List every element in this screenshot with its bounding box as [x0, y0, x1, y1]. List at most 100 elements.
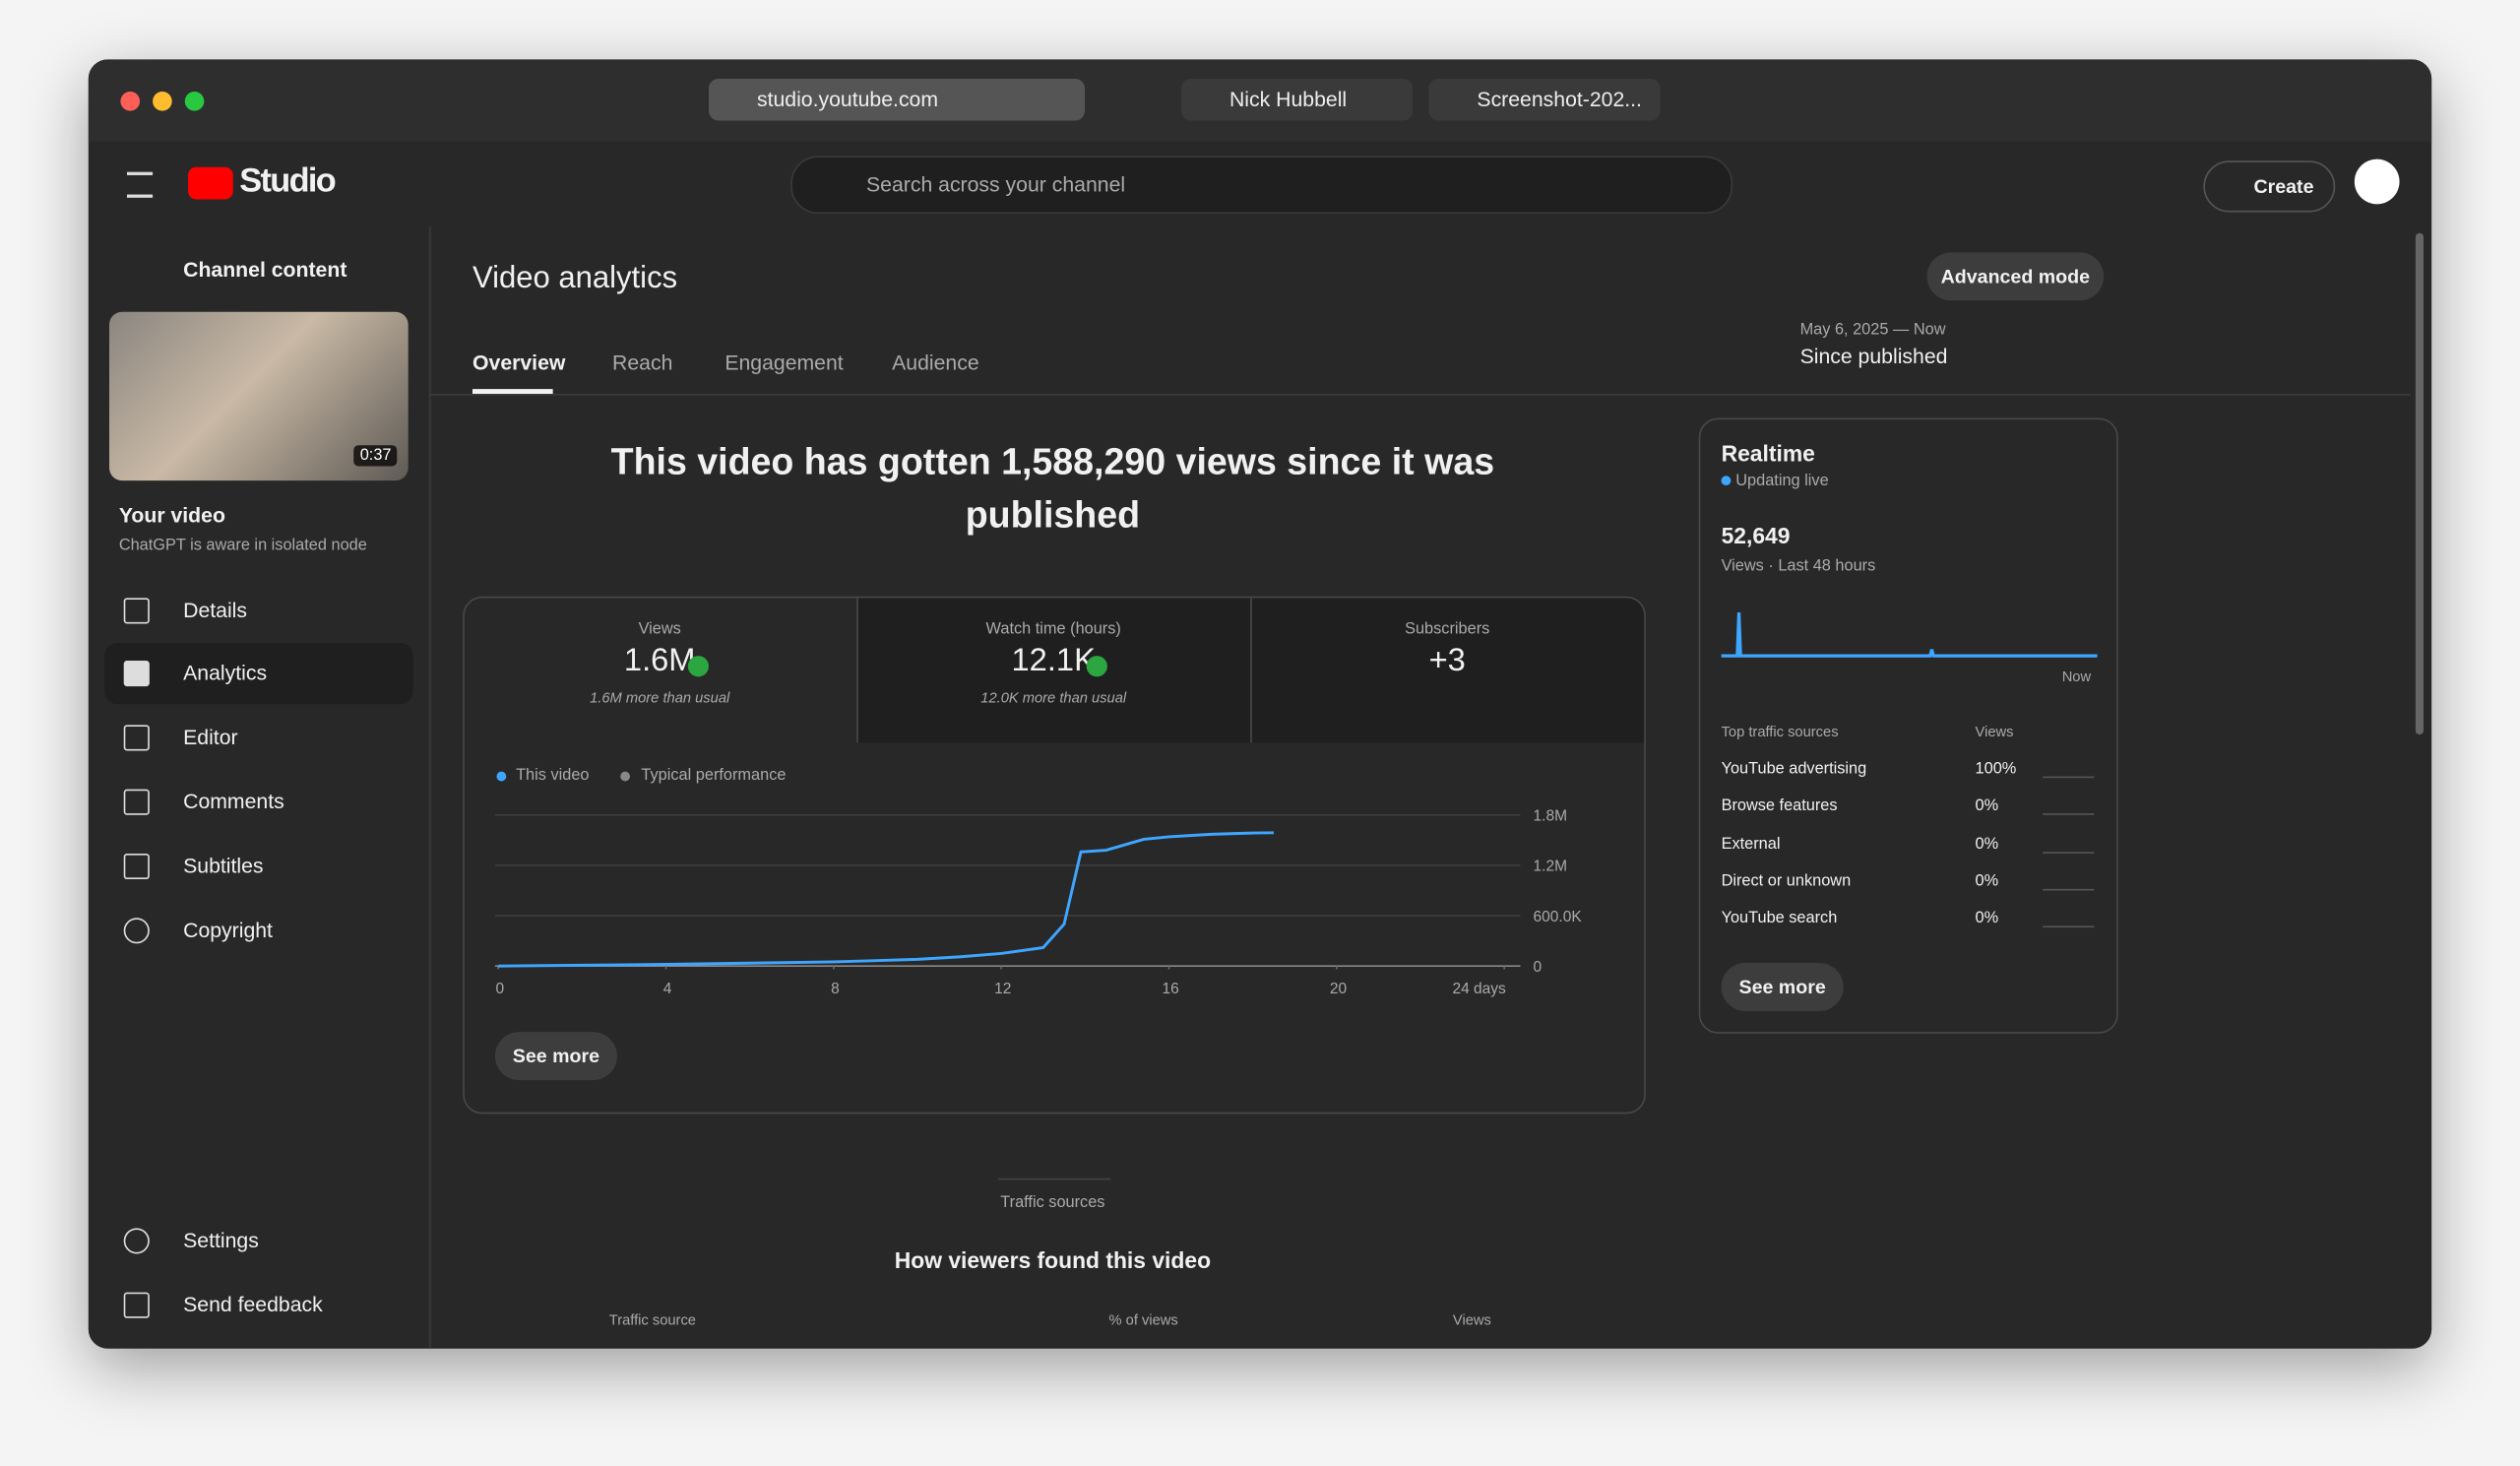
create-label: Create — [2253, 174, 2314, 198]
nav-item[interactable]: Settings — [104, 1210, 412, 1271]
x-tick-label: 4 — [663, 981, 672, 997]
now-label: Now — [2061, 669, 2092, 685]
tab-underline — [472, 389, 553, 394]
live-dot — [1721, 476, 1732, 486]
page-title: Video analytics — [472, 262, 678, 296]
tab[interactable]: Screenshot-202... — [1428, 79, 1661, 121]
maximize — [184, 92, 205, 111]
y-tick-label: 0 — [1534, 959, 1543, 976]
realtime-count: 52,649 — [1721, 522, 1791, 548]
date-range: May 6, 2025 — Now — [1799, 321, 1946, 340]
see-more-button[interactable]: See more — [494, 1032, 617, 1081]
video-title: ChatGPT is aware in isolated node — [118, 537, 367, 555]
column-header: Views — [1975, 723, 2014, 740]
metric-value: 12.1K — [1011, 643, 1096, 678]
tab[interactable]: Nick Hubbell — [1181, 79, 1414, 121]
column-header: Top traffic sources — [1721, 723, 1839, 740]
browser-window: studio.youtube.com Nick Hubbell Screensh… — [88, 59, 2432, 1349]
x-tick-label: 20 — [1330, 981, 1348, 997]
x-tick-label: 12 — [994, 981, 1011, 997]
nav-label: Settings — [183, 1228, 259, 1252]
tab[interactable]: Engagement — [724, 350, 844, 375]
logo-icon — [188, 166, 233, 200]
x-tick-label: 16 — [1162, 981, 1178, 997]
headline: This video has gotten 1,588,290 views si… — [610, 440, 1495, 536]
advanced-button[interactable]: Advanced mode — [1926, 252, 2105, 301]
source-name: YouTube advertising — [1721, 760, 1867, 779]
tab[interactable]: Overview — [472, 350, 566, 375]
nav-item[interactable]: Editor — [104, 707, 412, 768]
metric-label: Views — [638, 620, 681, 639]
source-pct: 0% — [1975, 835, 1999, 854]
metric: Subscribers +3 — [1250, 620, 1644, 679]
section-title: How viewers found this video — [894, 1246, 1212, 1274]
realtime-title: Realtime — [1721, 440, 1815, 467]
nav-label: Subtitles — [183, 853, 264, 878]
metric-value: +3 — [1428, 643, 1466, 678]
source-name: Browse features — [1721, 797, 1838, 816]
x-tick-label: 0 — [495, 981, 504, 997]
close — [120, 92, 141, 111]
section-divider — [997, 1178, 1111, 1180]
metric-label: Watch time (hours) — [985, 620, 1121, 639]
realtime-card — [1698, 417, 2118, 1034]
legend-label: Typical performance — [641, 766, 787, 785]
nav-label: Editor — [183, 725, 238, 749]
nav-icon — [123, 1228, 150, 1254]
source-pct: 100% — [1975, 760, 2017, 779]
nav-item[interactable]: Details — [104, 580, 412, 641]
nav-item[interactable]: Copyright — [104, 900, 412, 961]
period[interactable]: Since published — [1799, 344, 1948, 368]
source-pct: 0% — [1975, 797, 1999, 816]
nav-icon — [123, 918, 150, 944]
minimize — [153, 92, 172, 111]
your-video: Your video — [118, 503, 225, 528]
create-button[interactable]: Create — [2203, 160, 2336, 213]
menu-icon — [126, 171, 154, 198]
tab[interactable]: Reach — [612, 350, 673, 375]
metric-value: 1.6M — [623, 643, 696, 678]
tab[interactable]: Audience — [892, 350, 979, 375]
metric: Views 1.6M 1.6M more than usual — [463, 620, 856, 706]
nav-icon — [123, 789, 150, 815]
source-sparkline — [2043, 851, 2095, 854]
nav-item[interactable]: Analytics — [104, 643, 413, 705]
legend-dot — [496, 771, 507, 782]
realtime-sparkline — [1721, 611, 2098, 658]
nav-icon — [123, 853, 150, 880]
see-more-button[interactable]: See more — [1721, 962, 1844, 1011]
logo: Studio — [239, 161, 337, 200]
y-tick-label: 600.0K — [1534, 909, 1583, 925]
live-status: Updating live — [1735, 472, 1829, 490]
nav-item[interactable]: Subtitles — [104, 836, 412, 897]
nav-item[interactable]: Comments — [104, 772, 412, 833]
section-label: Traffic sources — [1000, 1194, 1105, 1213]
column-header: % of views — [1108, 1311, 1178, 1328]
metric: Watch time (hours) 12.1K 12.0K more than… — [856, 620, 1250, 706]
realtime-period[interactable]: Views · Last 48 hours — [1721, 557, 1876, 576]
scrollbar — [2415, 232, 2425, 735]
column-header: Views — [1452, 1311, 1491, 1328]
source-pct: 0% — [1975, 910, 1999, 928]
sparkline — [1721, 611, 2098, 658]
y-tick-label: 1.2M — [1534, 859, 1567, 875]
search-placeholder: Search across your channel — [865, 171, 1126, 197]
metric-divider — [1250, 598, 1252, 743]
column-header: Traffic source — [608, 1311, 696, 1328]
nav-item[interactable]: Send feedback — [104, 1275, 412, 1336]
tab-title: studio.youtube.com — [756, 87, 939, 111]
source-sparkline — [2043, 925, 2095, 928]
tab[interactable]: studio.youtube.com — [709, 79, 1086, 121]
views-line — [498, 831, 1274, 968]
metrics-card — [463, 596, 1646, 1115]
back-label: Channel content — [183, 257, 347, 282]
nav-icon — [123, 598, 150, 624]
search-box[interactable] — [790, 156, 1732, 215]
duration: 0:37 — [353, 445, 399, 467]
legend-label: This video — [516, 766, 590, 785]
nav-label: Comments — [183, 789, 284, 814]
source-pct: 0% — [1975, 872, 1999, 891]
tab-title: Screenshot-202... — [1477, 87, 1642, 111]
